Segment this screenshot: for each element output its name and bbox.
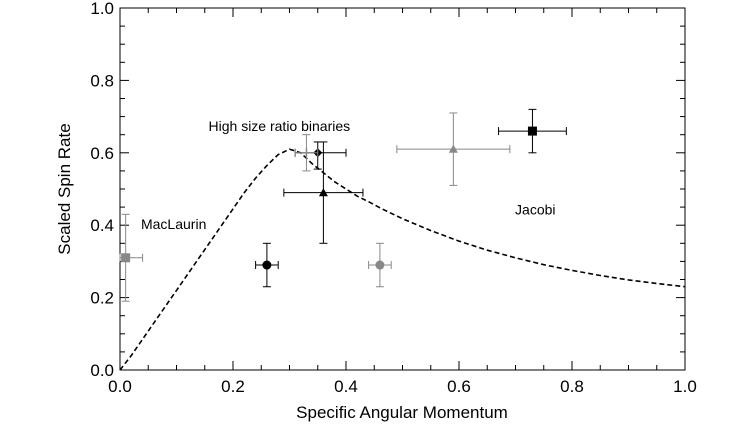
y-tick-label: 1.0 [90,0,114,18]
square-marker [527,126,537,136]
annotations-layer: High size ratio binaries MacLaurin Jacobi [141,118,556,232]
x-axis-label: Specific Angular Momentum [296,403,508,422]
data-point [294,134,319,172]
x-tick-label: 0.2 [221,377,245,396]
triangle-marker [448,144,458,153]
y-tick-label: 0.8 [90,71,114,90]
dashed-theory-curve [119,148,686,371]
annotation-label: Jacobi [515,201,555,217]
data-point [498,108,567,154]
x-tick-label: 1.0 [673,377,697,396]
axis-ticks: 0.0 0.2 0.4 0.6 0.8 1.0 0.0 0.2 0.4 0.6 0.8 1.0 [90,0,696,396]
annotation-label: MacLaurin [141,216,206,232]
x-tick-label: 0.0 [108,377,132,396]
plot-frame [119,7,686,371]
theory-curve-layer [119,148,686,371]
x-tick-label: 0.6 [447,377,471,396]
triangle-marker [318,188,328,197]
data-point [283,141,364,244]
y-tick-label: 0.4 [90,216,114,235]
y-tick-label: 0.2 [90,289,114,308]
data-point [294,141,347,170]
data-point [368,242,392,288]
circle-marker [375,260,385,270]
x-tick-label: 0.8 [560,377,584,396]
circle-marker [262,260,272,270]
data-point [255,242,279,288]
data-point [396,112,511,186]
square-marker [121,253,131,263]
data-point [119,213,144,302]
y-tick-label: 0.6 [90,144,114,163]
x-tick-label: 0.4 [334,377,358,396]
annotation-label: High size ratio binaries [209,118,351,134]
data-points-layer [119,108,567,302]
y-tick-label: 0.0 [90,361,114,380]
y-axis-label: Scaled Spin Rate [55,123,74,254]
